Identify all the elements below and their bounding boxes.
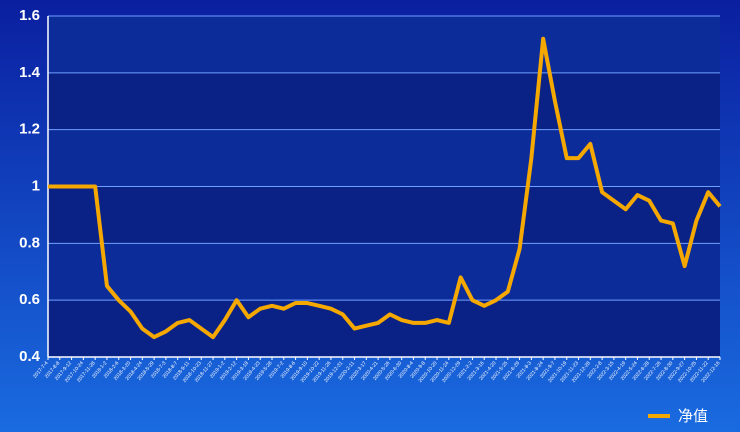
- y-tick-label: 1.4: [19, 64, 41, 81]
- band: [48, 186, 720, 244]
- band: [48, 72, 720, 130]
- y-tick-label: 1.6: [19, 7, 40, 24]
- band: [48, 300, 720, 357]
- y-tick-label: 1: [32, 177, 40, 194]
- y-tick-label: 0.8: [19, 234, 40, 251]
- band: [48, 129, 720, 187]
- band: [48, 243, 720, 301]
- line: [48, 36, 722, 340]
- y-tick-label: 0.4: [19, 348, 41, 365]
- legend-label: 净值: [678, 408, 708, 425]
- y-tick-label: 1.2: [19, 121, 40, 138]
- y-tick-label: 0.6: [19, 291, 40, 308]
- band: [48, 16, 720, 73]
